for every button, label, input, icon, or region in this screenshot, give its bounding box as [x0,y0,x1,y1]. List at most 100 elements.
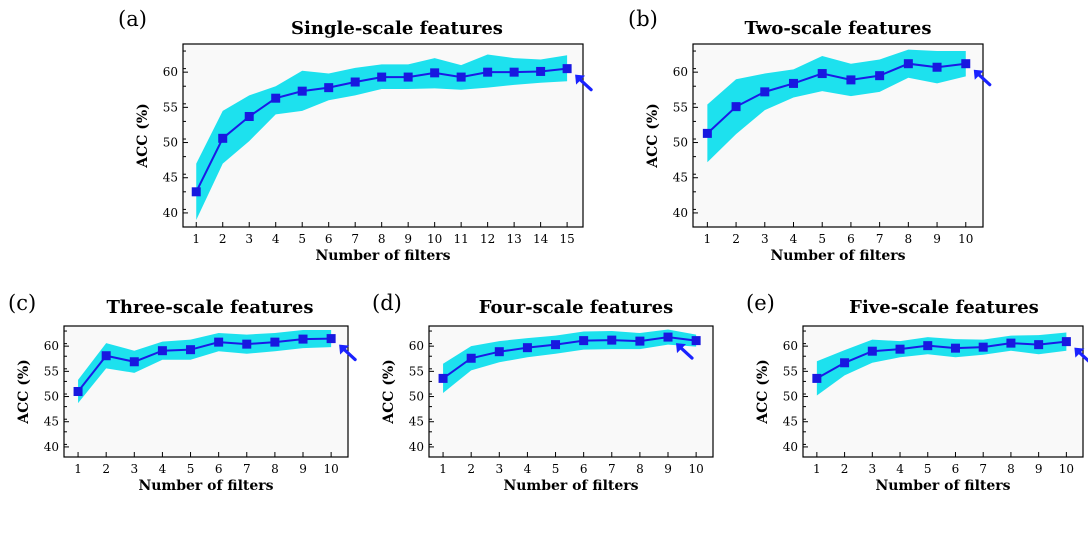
x-tick-label: 4 [790,232,798,246]
y-tick-label: 50 [673,136,688,150]
arrow-head [973,69,984,80]
data-point-8 [377,72,387,82]
y-tick-label: 45 [673,171,688,185]
y-tick-label: 60 [409,339,424,353]
x-tick-label: 1 [704,232,712,246]
panel-label: (a) [118,7,147,31]
x-tick-label: 13 [506,232,521,246]
data-point-8 [270,337,280,347]
x-tick-label: 14 [533,232,549,246]
x-tick-label: 2 [841,462,849,476]
arrow-shaft [976,72,992,87]
data-point-7 [978,342,988,352]
y-axis-label: ACC (%) [135,103,151,169]
chart-title: Five-scale features [849,297,1039,318]
panel-label: (b) [628,7,658,31]
x-tick-label: 9 [404,232,412,246]
x-tick-label: 10 [427,232,442,246]
data-point-4 [895,344,905,354]
arrow-shaft [577,77,593,92]
x-tick-label: 7 [979,462,987,476]
x-tick-label: 8 [378,232,386,246]
data-point-1 [702,128,712,138]
data-point-2 [840,358,850,368]
data-point-5 [551,340,561,350]
x-tick-label: 10 [323,462,338,476]
data-point-1 [438,373,448,383]
data-point-14 [536,66,546,76]
x-tick-label: 5 [298,232,306,246]
x-tick-label: 8 [636,462,644,476]
x-tick-label: 4 [896,462,904,476]
x-tick-label: 5 [924,462,932,476]
x-tick-label: 2 [732,232,740,246]
data-point-10 [326,334,336,344]
x-tick-label: 12 [480,232,495,246]
y-tick-label: 40 [409,440,424,454]
data-point-10 [430,68,440,78]
data-point-10 [691,336,701,346]
data-point-10 [961,59,971,69]
arrow-icon [1074,347,1088,363]
x-tick-label: 3 [761,232,769,246]
data-point-15 [562,64,572,74]
y-tick-label: 45 [409,415,424,429]
data-point-6 [214,337,224,347]
x-tick-label: 7 [243,462,251,476]
chart-title: Single-scale features [291,18,503,39]
data-point-12 [483,67,493,77]
y-tick-label: 55 [673,100,688,114]
y-tick-label: 55 [783,364,798,378]
data-point-3 [129,357,139,367]
x-tick-label: 8 [905,232,913,246]
data-point-1 [812,373,822,383]
data-point-10 [1061,337,1071,347]
arrow-icon [676,343,694,360]
x-axis-label: Number of filters [875,478,1010,494]
data-point-9 [932,62,942,72]
data-point-7 [242,339,252,349]
y-tick-label: 50 [409,390,424,404]
y-axis-label: ACC (%) [755,359,771,425]
data-point-1 [73,387,83,396]
x-tick-label: 4 [524,462,532,476]
panel-label: (c) [8,291,36,315]
y-tick-label: 45 [783,415,798,429]
data-point-9 [403,72,413,82]
data-point-2 [466,353,476,363]
y-tick-label: 60 [783,339,798,353]
y-tick-label: 40 [783,440,798,454]
data-point-5 [186,345,196,355]
chart-title: Two-scale features [744,18,931,39]
x-tick-label: 9 [933,232,941,246]
confidence-band [707,49,966,163]
x-tick-label: 4 [272,232,280,246]
arrow-icon [973,69,992,87]
x-tick-label: 2 [467,462,475,476]
data-point-8 [903,59,913,69]
data-point-6 [579,336,589,346]
data-point-4 [788,78,798,88]
x-tick-label: 5 [552,462,560,476]
data-point-2 [731,102,741,112]
y-tick-label: 40 [44,440,59,454]
series-line [442,336,697,380]
x-tick-label: 11 [454,232,469,246]
x-tick-label: 4 [159,462,167,476]
y-tick-label: 50 [163,136,178,150]
x-tick-label: 5 [187,462,195,476]
data-point-5 [923,341,933,351]
chart-title: Three-scale features [107,297,314,318]
x-tick-label: 6 [215,462,223,476]
data-point-13 [509,67,519,77]
x-tick-label: 5 [818,232,826,246]
confidence-band [816,332,1067,396]
x-tick-label: 6 [847,232,855,246]
data-point-4 [271,93,281,103]
x-tick-label: 10 [1059,462,1074,476]
x-tick-label: 10 [688,462,703,476]
arrow-head [339,344,350,355]
